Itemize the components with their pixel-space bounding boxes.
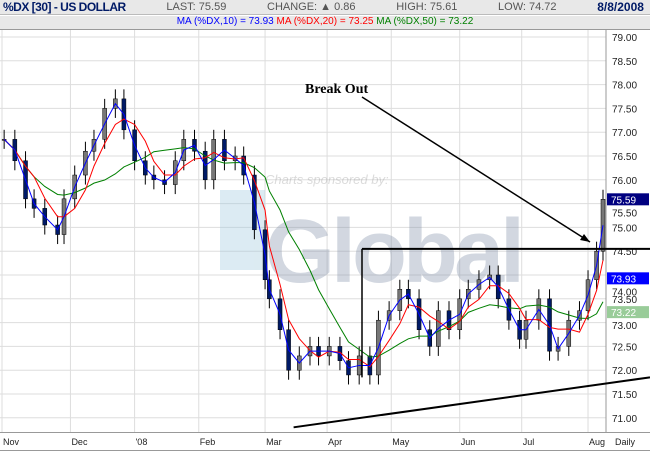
- y-tick-label: 74.50: [612, 247, 637, 258]
- arrow-head: [580, 234, 590, 242]
- ma10-price-tag-text: 73.93: [611, 274, 636, 285]
- y-tick-label: 79.00: [612, 33, 637, 44]
- y-tick-label: 76.50: [612, 152, 637, 163]
- x-tick-label: Nov: [3, 437, 20, 447]
- grid: [0, 30, 607, 432]
- x-tick-label: Jun: [460, 437, 476, 447]
- ma50-line: [3, 138, 604, 358]
- legend-ma50: MA (%DX,50) = 73.22: [376, 16, 474, 27]
- chart-date: 8/8/2008: [597, 0, 644, 14]
- x-tick-label: Dec: [71, 437, 88, 447]
- high-value: HIGH: 75.61: [396, 1, 458, 13]
- y-tick-label: 72.00: [612, 366, 637, 377]
- watermark: Charts sponsored by: Global: [220, 172, 525, 302]
- y-tick-label: 74.00: [612, 287, 637, 298]
- x-tick-label: Jul: [522, 437, 535, 447]
- x-tick-label: Mar: [266, 437, 282, 447]
- date-axis: Nov Dec '08 Feb Mar Apr May Jun Jul Aug Daily: [0, 432, 650, 451]
- low-value: LOW: 74.72: [498, 1, 557, 13]
- legend-ma20: MA (%DX,20) = 73.25: [276, 16, 374, 27]
- x-tick-label: Feb: [199, 437, 216, 447]
- ma20-line: [3, 118, 604, 368]
- last-price: LAST: 75.59: [166, 1, 227, 13]
- x-tick-label: '08: [135, 437, 148, 447]
- breakout-arrow: [361, 96, 591, 243]
- breakout-annotation: Break Out: [305, 82, 368, 97]
- ma50-price-tag: [607, 306, 649, 319]
- support-line: [293, 376, 650, 429]
- y-tick-label: 71.50: [612, 390, 637, 401]
- symbol-title: %DX [30] - US DOLLAR: [3, 0, 126, 14]
- y-tick-label: 77.50: [612, 104, 637, 115]
- last-price-tag-text: 75.59: [611, 195, 636, 206]
- header-row: %DX [30] - US DOLLAR LAST: 75.59 CHANGE:…: [0, 0, 650, 15]
- period-label: Daily: [615, 437, 636, 447]
- x-tick-label: Aug: [589, 437, 606, 447]
- y-tick-label: 78.00: [612, 81, 637, 92]
- ma10-price-tag: [607, 272, 649, 285]
- change-value: CHANGE: ▲ 0.86: [267, 1, 356, 13]
- y-tick-label: 73.50: [612, 295, 637, 306]
- last-price-tag: [607, 193, 649, 206]
- y-tick-label: 72.50: [612, 342, 637, 353]
- ma-legend: MA (%DX,10) = 73.93 MA (%DX,20) = 73.25 …: [0, 16, 650, 30]
- ma50-price-tag-text: 73.22: [611, 308, 636, 319]
- ma10-line: [3, 102, 604, 369]
- x-tick-label: Apr: [328, 437, 343, 447]
- watermark-text: Charts sponsored by:: [265, 172, 389, 187]
- x-tick-label: May: [392, 437, 410, 447]
- watermark-logo: Global: [265, 202, 521, 302]
- y-tick-label: 76.00: [612, 176, 637, 187]
- y-tick-label: 75.50: [612, 208, 637, 219]
- y-tick-label: 77.00: [612, 128, 637, 139]
- price-chart: Charts sponsored by: Global 71.00 71.50 72…: [0, 30, 650, 432]
- watermark-logo-block: [220, 190, 265, 270]
- y-tick-label: 75.00: [612, 223, 637, 234]
- y-tick-label: 78.50: [612, 57, 637, 68]
- legend-ma10: MA (%DX,10) = 73.93: [176, 16, 274, 27]
- y-tick-label: 71.00: [612, 414, 637, 425]
- y-tick-label: 73.00: [612, 321, 637, 332]
